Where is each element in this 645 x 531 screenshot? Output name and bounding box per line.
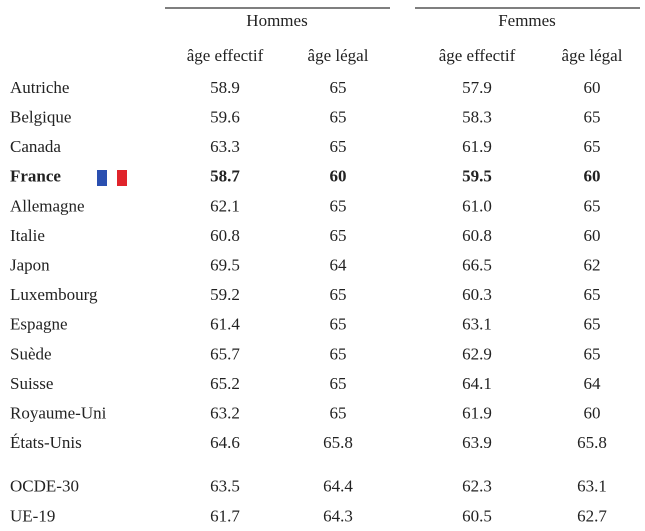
cell: 64.1 [462,374,492,393]
cell: 60.5 [462,506,492,525]
column-header: âge légal [562,46,623,65]
cell: 60.8 [462,226,492,245]
cell: 65 [330,315,347,334]
cell: 59.6 [210,108,240,127]
cell: 60 [584,404,601,423]
row-label: Allemagne [10,196,85,215]
cell: 58.3 [462,108,492,127]
cell: 65.8 [577,433,607,452]
cell: 61.9 [462,404,492,423]
column-header: âge effectif [187,46,264,65]
column-header: âge effectif [439,46,516,65]
cell: 65 [330,108,347,127]
cell: 60 [584,78,601,97]
row-label: Belgique [10,108,71,127]
cell: 64 [330,256,348,275]
column-header: âge légal [308,46,369,65]
row-label: Luxembourg [10,285,98,304]
cell: 65 [584,137,601,156]
row-label: OCDE-30 [10,477,79,496]
row-label: Italie [10,226,45,245]
cell: 63.3 [210,137,240,156]
cell: 65 [584,108,601,127]
row-label: France [10,167,61,186]
cell: 58.7 [210,167,240,186]
cell: 65.7 [210,344,240,363]
cell: 69.5 [210,256,240,275]
cell: 62.9 [462,344,492,363]
cell: 65 [330,137,347,156]
cell: 60 [584,167,601,186]
cell: 62.7 [577,506,607,525]
cell: 63.9 [462,433,492,452]
cell: 59.2 [210,285,240,304]
cell: 65 [584,285,601,304]
cell: 63.1 [462,315,492,334]
row-label: Suisse [10,374,53,393]
row-label: Canada [10,137,61,156]
cell: 60.3 [462,285,492,304]
cell: 61.7 [210,506,240,525]
cell: 65 [330,226,347,245]
cell: 65 [330,344,347,363]
cell: 65 [330,285,347,304]
cell: 65 [330,196,347,215]
cell: 60.8 [210,226,240,245]
cell: 64 [584,374,602,393]
cell: 66.5 [462,256,492,275]
row-label: UE-19 [10,506,55,525]
cell: 65 [584,196,601,215]
cell: 57.9 [462,78,492,97]
cell: 65 [330,404,347,423]
cell: 62.3 [462,477,492,496]
cell: 58.9 [210,78,240,97]
row-label: Suède [10,344,52,363]
cell: 61.9 [462,137,492,156]
cell: 64.6 [210,433,240,452]
row-label: Japon [10,256,50,275]
cell: 64.3 [323,506,353,525]
row-label: États-Unis [10,433,82,452]
cell: 62.1 [210,196,240,215]
cell: 65 [584,315,601,334]
cell: 60 [330,167,347,186]
group-header: Hommes [246,11,307,30]
cell: 59.5 [462,167,492,186]
row-label: Autriche [10,78,69,97]
group-header: Femmes [498,11,556,30]
cell: 65 [330,374,347,393]
cell: 62 [584,256,601,275]
cell: 65.2 [210,374,240,393]
cell: 63.5 [210,477,240,496]
cell: 65 [584,344,601,363]
cell: 63.2 [210,404,240,423]
row-label: Espagne [10,315,68,334]
cell: 65.8 [323,433,353,452]
cell: 60 [584,226,601,245]
row-label: Royaume-Uni [10,404,107,423]
cell: 63.1 [577,477,607,496]
cell: 61.4 [210,315,240,334]
cell: 61.0 [462,196,492,215]
french-flag [97,170,127,186]
cell: 65 [330,78,347,97]
cell: 64.4 [323,477,353,496]
